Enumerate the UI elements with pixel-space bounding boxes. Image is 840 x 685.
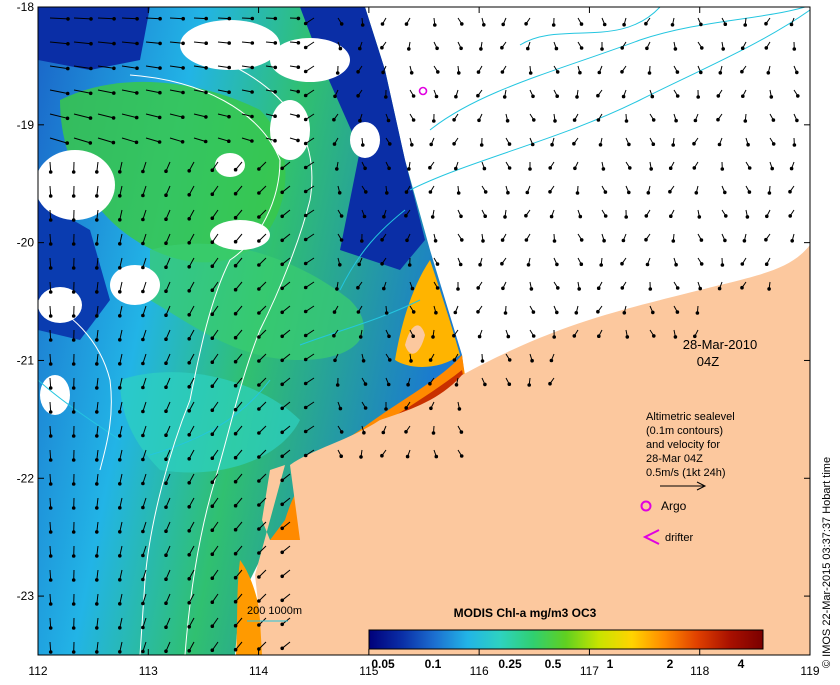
colorbar-tick-label: 0.1: [425, 657, 442, 671]
legend-line: 0.5m/s (1kt 24h): [646, 467, 725, 479]
x-tick-label: 119: [800, 664, 819, 678]
y-tick-label: -21: [17, 353, 35, 367]
legend-line: (0.1m contours): [646, 425, 723, 437]
legend-line: Altimetric sealevel: [646, 411, 735, 423]
y-tick-label: -23: [17, 589, 35, 603]
colorbar-tick-label: 0.25: [498, 657, 522, 671]
time-label: 04Z: [697, 354, 719, 369]
y-tick-label: -19: [17, 118, 35, 132]
deep-blue-water-north: [38, 7, 150, 70]
colorbar-ticks: 0.05 0.1 0.25 0.5 1 2 4: [371, 657, 744, 671]
legend-line: and velocity for: [646, 439, 720, 451]
y-tick-label: -18: [17, 0, 35, 14]
colorbar-title: MODIS Chl-a mg/m3 OC3: [454, 606, 597, 620]
y-tick-label: -22: [17, 471, 35, 485]
colorbar-tick-label: 0.05: [371, 657, 395, 671]
x-tick-label: 112: [28, 664, 47, 678]
drifter-legend-label: drifter: [665, 532, 693, 544]
x-tick-label: 113: [139, 664, 158, 678]
colorbar-tick-label: 0.5: [545, 657, 562, 671]
colorbar-tick-label: 1: [607, 657, 614, 671]
y-tick-label: -20: [17, 236, 35, 250]
colorbar: [369, 630, 763, 649]
colorbar-tick-label: 2: [667, 657, 674, 671]
x-tick-label: 118: [690, 664, 709, 678]
x-tick-label: 114: [249, 664, 268, 678]
depth-contour-label: 200 1000m: [247, 605, 302, 617]
colorbar-tick-label: 4: [738, 657, 745, 671]
x-tick-label: 117: [580, 664, 599, 678]
credit-text: © IMOS 22-Mar-2015 03:37:37 Hobart time: [821, 457, 833, 668]
date-label: 28-Mar-2010: [683, 337, 757, 352]
legend-line: 28-Mar 04Z: [646, 453, 703, 465]
x-tick-label: 116: [470, 664, 489, 678]
argo-legend-label: Argo: [661, 499, 687, 513]
